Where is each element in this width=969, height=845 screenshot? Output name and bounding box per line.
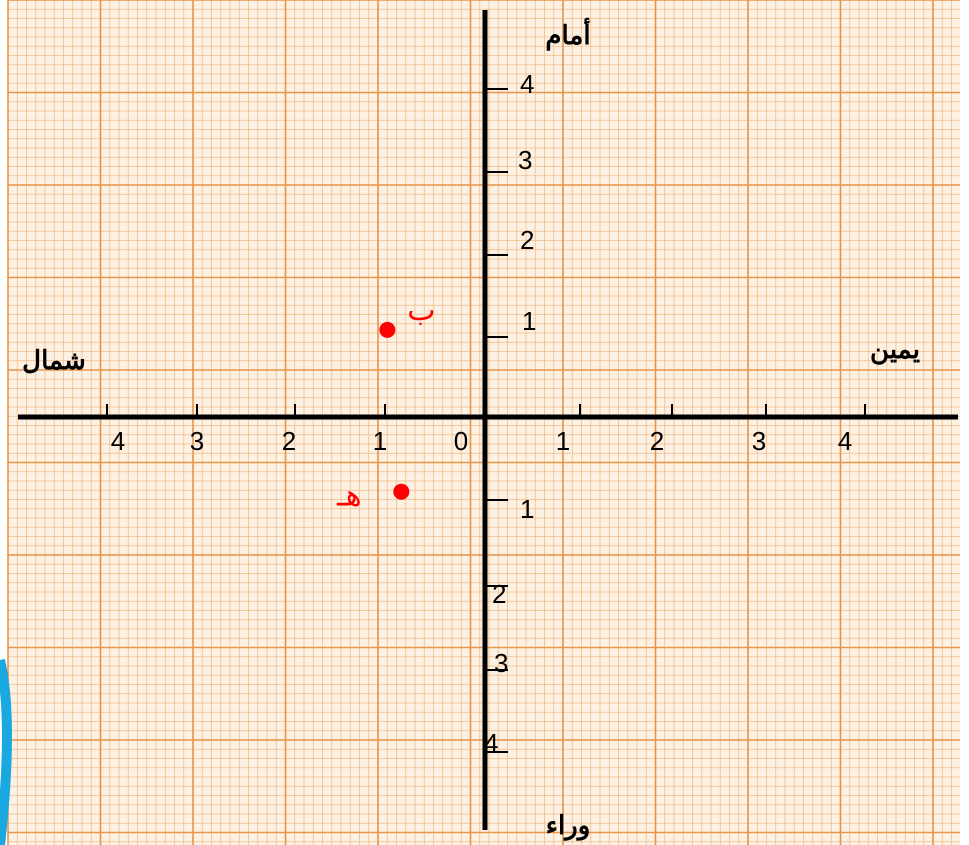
x-tick-label-right-1: 1 <box>556 426 570 456</box>
direction-labels: أمام وراء شمال يمين <box>22 17 920 841</box>
plotted-point-label: هـ <box>336 480 362 513</box>
y-tick-labels: 1 2 3 4 1 2 3 4 <box>484 69 536 758</box>
page-edge-curl <box>0 658 12 845</box>
y-tick-label-up-3: 3 <box>518 145 532 175</box>
direction-label-back: وراء <box>546 810 591 841</box>
y-tick-marks <box>485 88 508 753</box>
x-tick-label-right-2: 2 <box>650 426 664 456</box>
x-tick-labels: 4 3 2 1 0 1 2 3 4 <box>111 426 852 456</box>
x-tick-label-left-2: 2 <box>282 426 296 456</box>
direction-label-left: شمال <box>22 345 86 375</box>
x-tick-label-right-3: 3 <box>752 426 766 456</box>
y-tick-label-down-1: 1 <box>520 494 534 524</box>
x-tick-marks <box>106 404 866 417</box>
y-tick-label-up-1: 1 <box>522 306 536 336</box>
x-tick-label-right-4: 4 <box>838 426 852 456</box>
plotted-points: ب هـ <box>336 294 435 513</box>
x-tick-label-left-1: 1 <box>373 426 387 456</box>
y-tick-label-up-4: 4 <box>520 69 534 99</box>
page-edge-decoration <box>0 658 12 845</box>
plotted-point-label: ب <box>407 294 435 327</box>
direction-label-front: أمام <box>545 17 590 51</box>
y-tick-label-up-2: 2 <box>520 225 534 255</box>
y-tick-label-down-4: 4 <box>484 728 498 758</box>
y-tick-label-down-2: 2 <box>492 579 506 609</box>
x-tick-label-left-4: 4 <box>111 426 125 456</box>
x-tick-label-origin: 0 <box>454 426 468 456</box>
direction-label-right: يمين <box>870 334 920 365</box>
x-tick-label-left-3: 3 <box>190 426 204 456</box>
plotted-point-marker <box>379 321 396 338</box>
y-tick-label-down-3: 3 <box>494 648 508 678</box>
plotted-point-marker <box>393 483 410 500</box>
